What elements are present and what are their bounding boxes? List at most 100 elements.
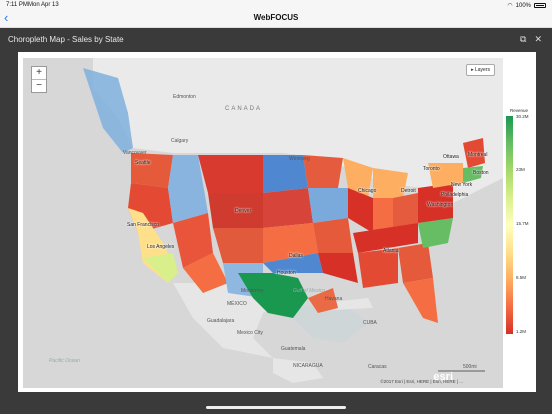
- map-label-los-angeles: Los Angeles: [147, 244, 175, 250]
- state-az[interactable]: [183, 253, 228, 293]
- legend-color-scale: [506, 116, 513, 334]
- state-il[interactable]: [348, 188, 373, 233]
- state-ca-south[interactable]: [143, 253, 178, 283]
- map-label-nicaragua: NICARAGUA: [293, 363, 323, 369]
- map-label-toronto: Toronto: [423, 166, 440, 172]
- map-label-dallas: Dallas: [289, 253, 303, 259]
- modal-header: Choropleth Map - Sales by State ⧉ ✕: [0, 31, 552, 49]
- state-ms-al[interactable]: [358, 248, 398, 288]
- map-label-mexico-city: Mexico City: [237, 330, 263, 336]
- gulf-water: [283, 303, 368, 343]
- state-la[interactable]: [308, 288, 338, 313]
- state-in[interactable]: [373, 198, 393, 233]
- choropleth-map[interactable]: + − ▸ Layers CANADA Edmonton Calgary Van…: [23, 58, 503, 388]
- map-label-winnipeg: Winnipeg: [289, 156, 310, 162]
- map-label-seattle: Seattle: [135, 160, 151, 166]
- legend-tick: 1.2M: [516, 329, 527, 334]
- layers-button[interactable]: ▸ Layers: [466, 64, 495, 76]
- legend-tick: 23M: [516, 167, 525, 172]
- map-label-vancouver: Vancouver: [123, 150, 147, 156]
- state-ky-tn[interactable]: [353, 223, 418, 253]
- map-label-pacific: Pacific Ocean: [49, 358, 80, 364]
- state-ma[interactable]: [463, 166, 483, 183]
- map-label-houston: Houston: [277, 270, 296, 276]
- state-ar[interactable]: [318, 253, 358, 283]
- map-label-detroit: Detroit: [401, 188, 416, 194]
- scale-label: 500mi: [463, 364, 477, 370]
- central-america-land: [273, 358, 323, 383]
- state-nd-sd[interactable]: [263, 155, 308, 193]
- map-label-calgary: Calgary: [171, 138, 189, 144]
- nav-bar: ‹ WebFOCUS: [0, 10, 552, 28]
- zoom-in-button[interactable]: +: [36, 67, 42, 78]
- state-mi[interactable]: [373, 168, 408, 198]
- battery-percent: 100%: [515, 2, 531, 9]
- map-label-canada: CANADA: [225, 106, 263, 112]
- map-label-washington: Washington: [427, 202, 454, 208]
- map-label-gulf: Gulf of Mexico: [293, 288, 325, 294]
- map-label-monterrey: Monterrey: [241, 288, 264, 294]
- state-ny[interactable]: [428, 163, 463, 188]
- alaska-region: [83, 68, 133, 153]
- status-time: 7:11 PM: [6, 2, 28, 8]
- state-pa[interactable]: [418, 183, 453, 223]
- status-right: ◠ 100%: [507, 2, 546, 9]
- legend-title: Revenue: [509, 108, 528, 113]
- external-link-icon[interactable]: ⧉: [520, 34, 527, 44]
- battery-icon: [534, 3, 546, 8]
- map-attribution[interactable]: ©2017 Esri | Esri, HERE | Esri, HERE | .…: [380, 379, 463, 384]
- map-label-cuba: CUBA: [363, 320, 377, 326]
- modal-title: Choropleth Map - Sales by State: [8, 35, 124, 44]
- map-label-caracas: Caracas: [368, 364, 387, 370]
- state-oh[interactable]: [393, 193, 418, 228]
- state-ok[interactable]: [263, 253, 323, 273]
- legend: Revenue 30.2M 23M 15.7M 8.5M 1.2M: [506, 108, 532, 334]
- legend-tick: 30.2M: [516, 114, 529, 119]
- map-label-chicago: Chicago: [358, 188, 377, 194]
- state-id[interactable]: [168, 155, 208, 223]
- state-wi[interactable]: [343, 158, 373, 198]
- state-ks[interactable]: [263, 223, 318, 263]
- state-ga[interactable]: [398, 243, 433, 283]
- home-indicator[interactable]: [206, 406, 346, 409]
- status-date: Mon Apr 13: [28, 2, 59, 8]
- map-label-edmonton: Edmonton: [173, 94, 196, 100]
- legend-tick: 15.7M: [516, 221, 529, 226]
- map-label-havana: Havana: [325, 296, 343, 302]
- state-wy[interactable]: [208, 193, 263, 228]
- map-label-san-francisco: San Francisco: [127, 222, 159, 228]
- map-label-mexico: MÉXICO: [227, 301, 247, 307]
- map-label-guadalajara: Guadalajara: [207, 318, 235, 324]
- state-nv[interactable]: [173, 213, 213, 268]
- status-bar: 7:11 PM Mon Apr 13 ◠ 100%: [0, 0, 552, 10]
- modal-controls: ⧉ ✕: [520, 34, 542, 45]
- map-canvas: [23, 58, 503, 388]
- state-fl[interactable]: [403, 278, 438, 323]
- map-label-philadelphia: Philadelphia: [441, 192, 469, 198]
- zoom-out-button[interactable]: −: [32, 79, 46, 92]
- chevron-left-icon[interactable]: ‹: [4, 10, 9, 25]
- map-label-ottawa: Ottawa: [443, 154, 459, 160]
- state-ne[interactable]: [263, 188, 313, 228]
- chart-panel: + − ▸ Layers CANADA Edmonton Calgary Van…: [18, 52, 536, 392]
- legend-tick: 8.5M: [516, 275, 527, 280]
- state-mt[interactable]: [198, 155, 263, 193]
- map-label-new-york: New York: [451, 182, 473, 188]
- layers-icon: ▸: [471, 67, 475, 73]
- app-title: WebFOCUS: [253, 13, 299, 22]
- map-label-denver: Denver: [235, 208, 252, 214]
- canada-land: [93, 58, 503, 208]
- layers-label: Layers: [474, 67, 490, 73]
- state-mo[interactable]: [313, 218, 353, 253]
- close-icon[interactable]: ✕: [534, 34, 542, 44]
- map-label-montreal: Montreal: [468, 152, 488, 158]
- state-co-ut[interactable]: [213, 228, 263, 263]
- state-nc-va[interactable]: [418, 218, 453, 248]
- esri-logo: esri: [433, 371, 453, 383]
- state-tx[interactable]: [238, 273, 308, 318]
- state-mn[interactable]: [303, 155, 343, 188]
- state-ia[interactable]: [308, 188, 348, 223]
- state-me[interactable]: [463, 138, 485, 168]
- wifi-icon: ◠: [507, 3, 513, 9]
- state-wa-or[interactable]: [131, 153, 173, 188]
